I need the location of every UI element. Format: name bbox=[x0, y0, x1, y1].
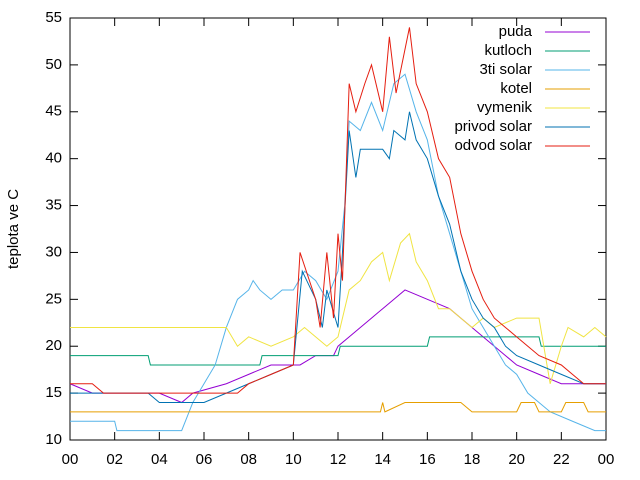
legend-label: kotel bbox=[500, 80, 532, 97]
y-tick-label: 25 bbox=[45, 290, 62, 307]
series-line bbox=[70, 27, 606, 394]
x-tick-label: 00 bbox=[62, 451, 79, 468]
x-tick-label: 08 bbox=[240, 451, 257, 468]
y-axis-label: teplota ve C bbox=[5, 189, 22, 269]
y-tick-label: 20 bbox=[45, 337, 62, 354]
y-tick-label: 50 bbox=[45, 56, 62, 73]
x-tick-label: 18 bbox=[464, 451, 481, 468]
x-tick-label: 20 bbox=[508, 451, 525, 468]
legend-label: puda bbox=[499, 23, 533, 40]
series-line bbox=[70, 401, 606, 413]
y-tick-label: 35 bbox=[45, 197, 62, 214]
x-tick-label: 10 bbox=[285, 451, 302, 468]
x-tick-label: 04 bbox=[151, 451, 168, 468]
series-line bbox=[70, 232, 607, 384]
legend-label: odvod solar bbox=[454, 137, 532, 154]
series-line bbox=[69, 289, 606, 404]
legend-label: kutloch bbox=[484, 42, 532, 59]
x-tick-label: 02 bbox=[106, 451, 123, 468]
y-tick-label: 55 bbox=[45, 9, 62, 26]
x-tick-label: 06 bbox=[196, 451, 213, 468]
x-tick-label: 00 bbox=[598, 451, 615, 468]
legend-label: 3ti solar bbox=[479, 61, 532, 78]
x-tick-label: 14 bbox=[374, 451, 391, 468]
x-tick-label: 12 bbox=[330, 451, 347, 468]
series-line bbox=[70, 73, 606, 432]
y-tick-label: 40 bbox=[45, 150, 62, 167]
y-tick-label: 10 bbox=[45, 431, 62, 448]
y-tick-label: 30 bbox=[45, 243, 62, 260]
y-tick-label: 15 bbox=[45, 384, 62, 401]
x-tick-label: 22 bbox=[553, 451, 570, 468]
legend-label: privod solar bbox=[454, 118, 532, 135]
x-tick-label: 16 bbox=[419, 451, 436, 468]
series-line bbox=[70, 336, 606, 366]
series-line bbox=[70, 111, 606, 403]
legend-label: vymenik bbox=[477, 99, 533, 116]
y-tick-label: 45 bbox=[45, 103, 62, 120]
